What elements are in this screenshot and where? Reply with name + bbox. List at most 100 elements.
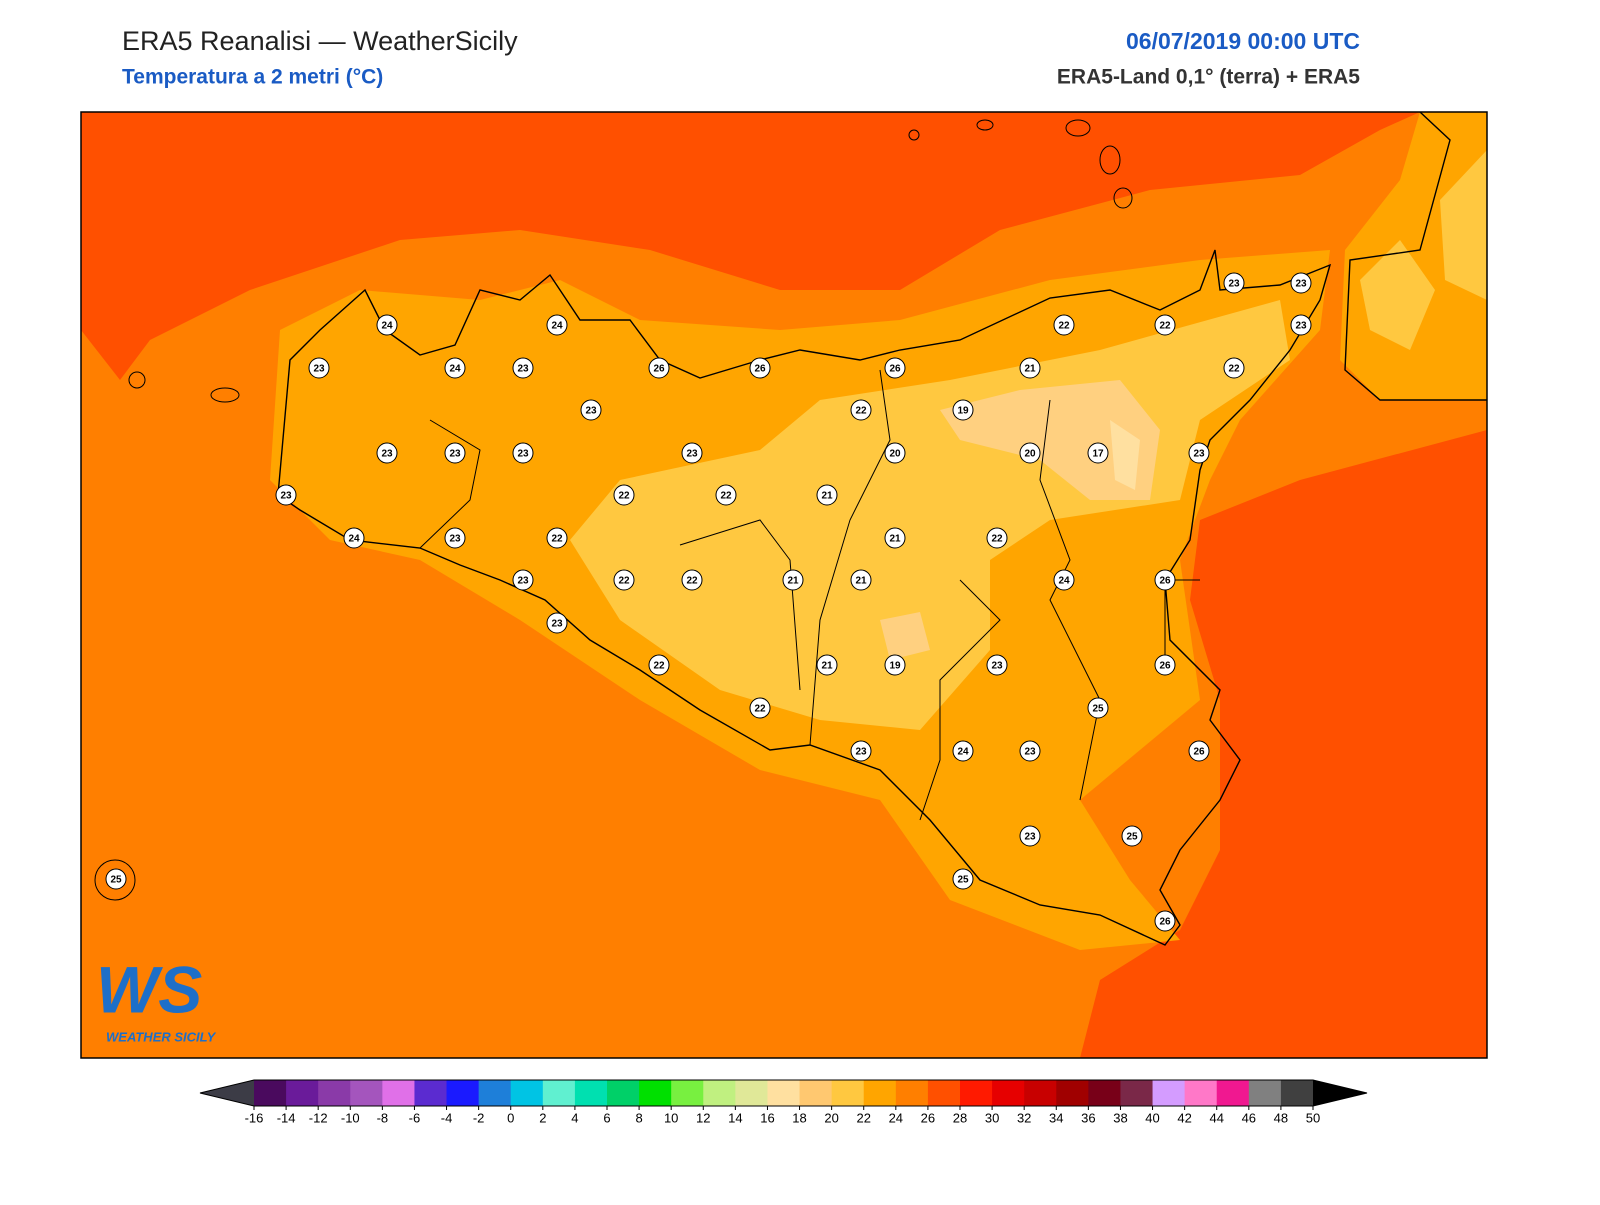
colorbar-segment: [382, 1080, 415, 1106]
station-marker: [884, 357, 906, 379]
colorbar-segment: [735, 1080, 768, 1106]
station-value: 23: [381, 449, 393, 460]
station-marker: [1087, 442, 1109, 464]
colorbar-tick-label: 44: [1209, 1110, 1223, 1125]
colorbar-tick-label: 0: [507, 1110, 514, 1125]
station-value: 26: [1159, 576, 1171, 587]
station-marker: [512, 357, 534, 379]
station-marker: [376, 314, 398, 336]
station-value: 21: [821, 661, 833, 672]
station-marker: [850, 740, 872, 762]
station-marker: [613, 484, 635, 506]
colorbar-tick-label: -14: [277, 1110, 296, 1125]
station-marker: [343, 527, 365, 549]
colorbar-segment: [1088, 1080, 1121, 1106]
island: [1099, 145, 1121, 175]
colorbar-segment: [927, 1080, 961, 1106]
colorbar-tick-label: 18: [792, 1110, 806, 1125]
stations: 24 24 23 24 23 26 26 26 22 22 23 23 23 21 22 23 22 19 23 23…: [105, 272, 1312, 932]
station-value: 24: [1058, 576, 1070, 587]
station-marker: [681, 442, 703, 464]
field: [940, 380, 1160, 500]
station-value: 23: [991, 661, 1003, 672]
colorbar-tick-label: -12: [309, 1110, 328, 1125]
colorbar-tick-label: 50: [1306, 1110, 1320, 1125]
station-marker: [1223, 357, 1245, 379]
station-value: 26: [1159, 661, 1171, 672]
colorbar-tick-label: -4: [441, 1110, 453, 1125]
station-marker: [681, 569, 703, 591]
colorbar-tick-label: 16: [760, 1110, 774, 1125]
field: [81, 112, 1420, 380]
station-marker: [884, 527, 906, 549]
station-value: 19: [889, 661, 901, 672]
station-value: 24: [957, 747, 969, 758]
colorbar-tick-label: 34: [1049, 1110, 1063, 1125]
station-marker: [850, 399, 872, 421]
colorbar-tick-label: 12: [696, 1110, 710, 1125]
colorbar-tick-label: -10: [341, 1110, 360, 1125]
station-value: 25: [957, 875, 969, 886]
station-value: 24: [381, 321, 393, 332]
colorbar-tick-label: 32: [1017, 1110, 1031, 1125]
island: [128, 371, 146, 389]
colorbar-tick-label: -6: [409, 1110, 421, 1125]
station-value: 21: [1024, 364, 1036, 375]
colorbar-tick-label: 36: [1081, 1110, 1095, 1125]
station-marker: [648, 357, 670, 379]
field: [880, 612, 930, 660]
station-marker: [444, 527, 466, 549]
colorbar-tick-label: 26: [921, 1110, 935, 1125]
colorbar-segment: [960, 1080, 993, 1106]
province-border: [419, 369, 1200, 821]
station-marker: [1154, 569, 1176, 591]
colorbar-segment: [863, 1080, 897, 1106]
station-value: 23: [1295, 321, 1307, 332]
colorbar-tick-label: 14: [728, 1110, 742, 1125]
station-marker: [749, 697, 771, 719]
station-marker: [1019, 825, 1041, 847]
station-value: 22: [686, 576, 698, 587]
colorbar-tick-label: 22: [856, 1110, 870, 1125]
coastline: [277, 249, 1332, 946]
station-marker: [613, 569, 635, 591]
station-value: 23: [449, 449, 461, 460]
station-value: 22: [1228, 364, 1240, 375]
colorbar-segment: [1120, 1080, 1154, 1106]
station-value: 23: [1024, 747, 1036, 758]
colorbar-segment: [574, 1080, 608, 1106]
station-value: 22: [855, 406, 867, 417]
colorbar-segment: [510, 1080, 544, 1106]
station-marker: [1290, 314, 1312, 336]
colorbar-tick-label: -16: [245, 1110, 264, 1125]
colorbar-tick-label: 42: [1177, 1110, 1191, 1125]
station-value: 23: [280, 491, 292, 502]
station-value: 23: [585, 406, 597, 417]
station-value: 23: [313, 364, 325, 375]
colorbar-tick-label: 24: [889, 1110, 903, 1125]
station-value: 23: [1024, 832, 1036, 843]
colorbar-tick-label: 28: [953, 1110, 967, 1125]
station-value: 24: [551, 321, 563, 332]
station-marker: [1121, 825, 1143, 847]
station-value: 22: [720, 491, 732, 502]
station-marker: [952, 740, 974, 762]
station-marker: [376, 442, 398, 464]
station-marker: [816, 484, 838, 506]
colorbar-segment: [799, 1080, 833, 1106]
colorbar-tick-label: -2: [473, 1110, 485, 1125]
station-marker: [952, 399, 974, 421]
station-value: 23: [686, 449, 698, 460]
station-value: 25: [1126, 832, 1138, 843]
station-value: 22: [653, 661, 665, 672]
colorbar-segment: [254, 1080, 287, 1106]
colorbar-over: [1313, 1080, 1367, 1106]
colorbar-segment: [992, 1080, 1025, 1106]
station-value: 24: [449, 364, 461, 375]
station-value: 22: [991, 534, 1003, 545]
station-value: 23: [517, 576, 529, 587]
subtitle: Temperatura a 2 metri (°C): [122, 66, 383, 89]
colorbar-tick-label: 40: [1145, 1110, 1159, 1125]
date: 06/07/2019 00:00 UTC: [1126, 28, 1360, 54]
station-marker: [444, 357, 466, 379]
